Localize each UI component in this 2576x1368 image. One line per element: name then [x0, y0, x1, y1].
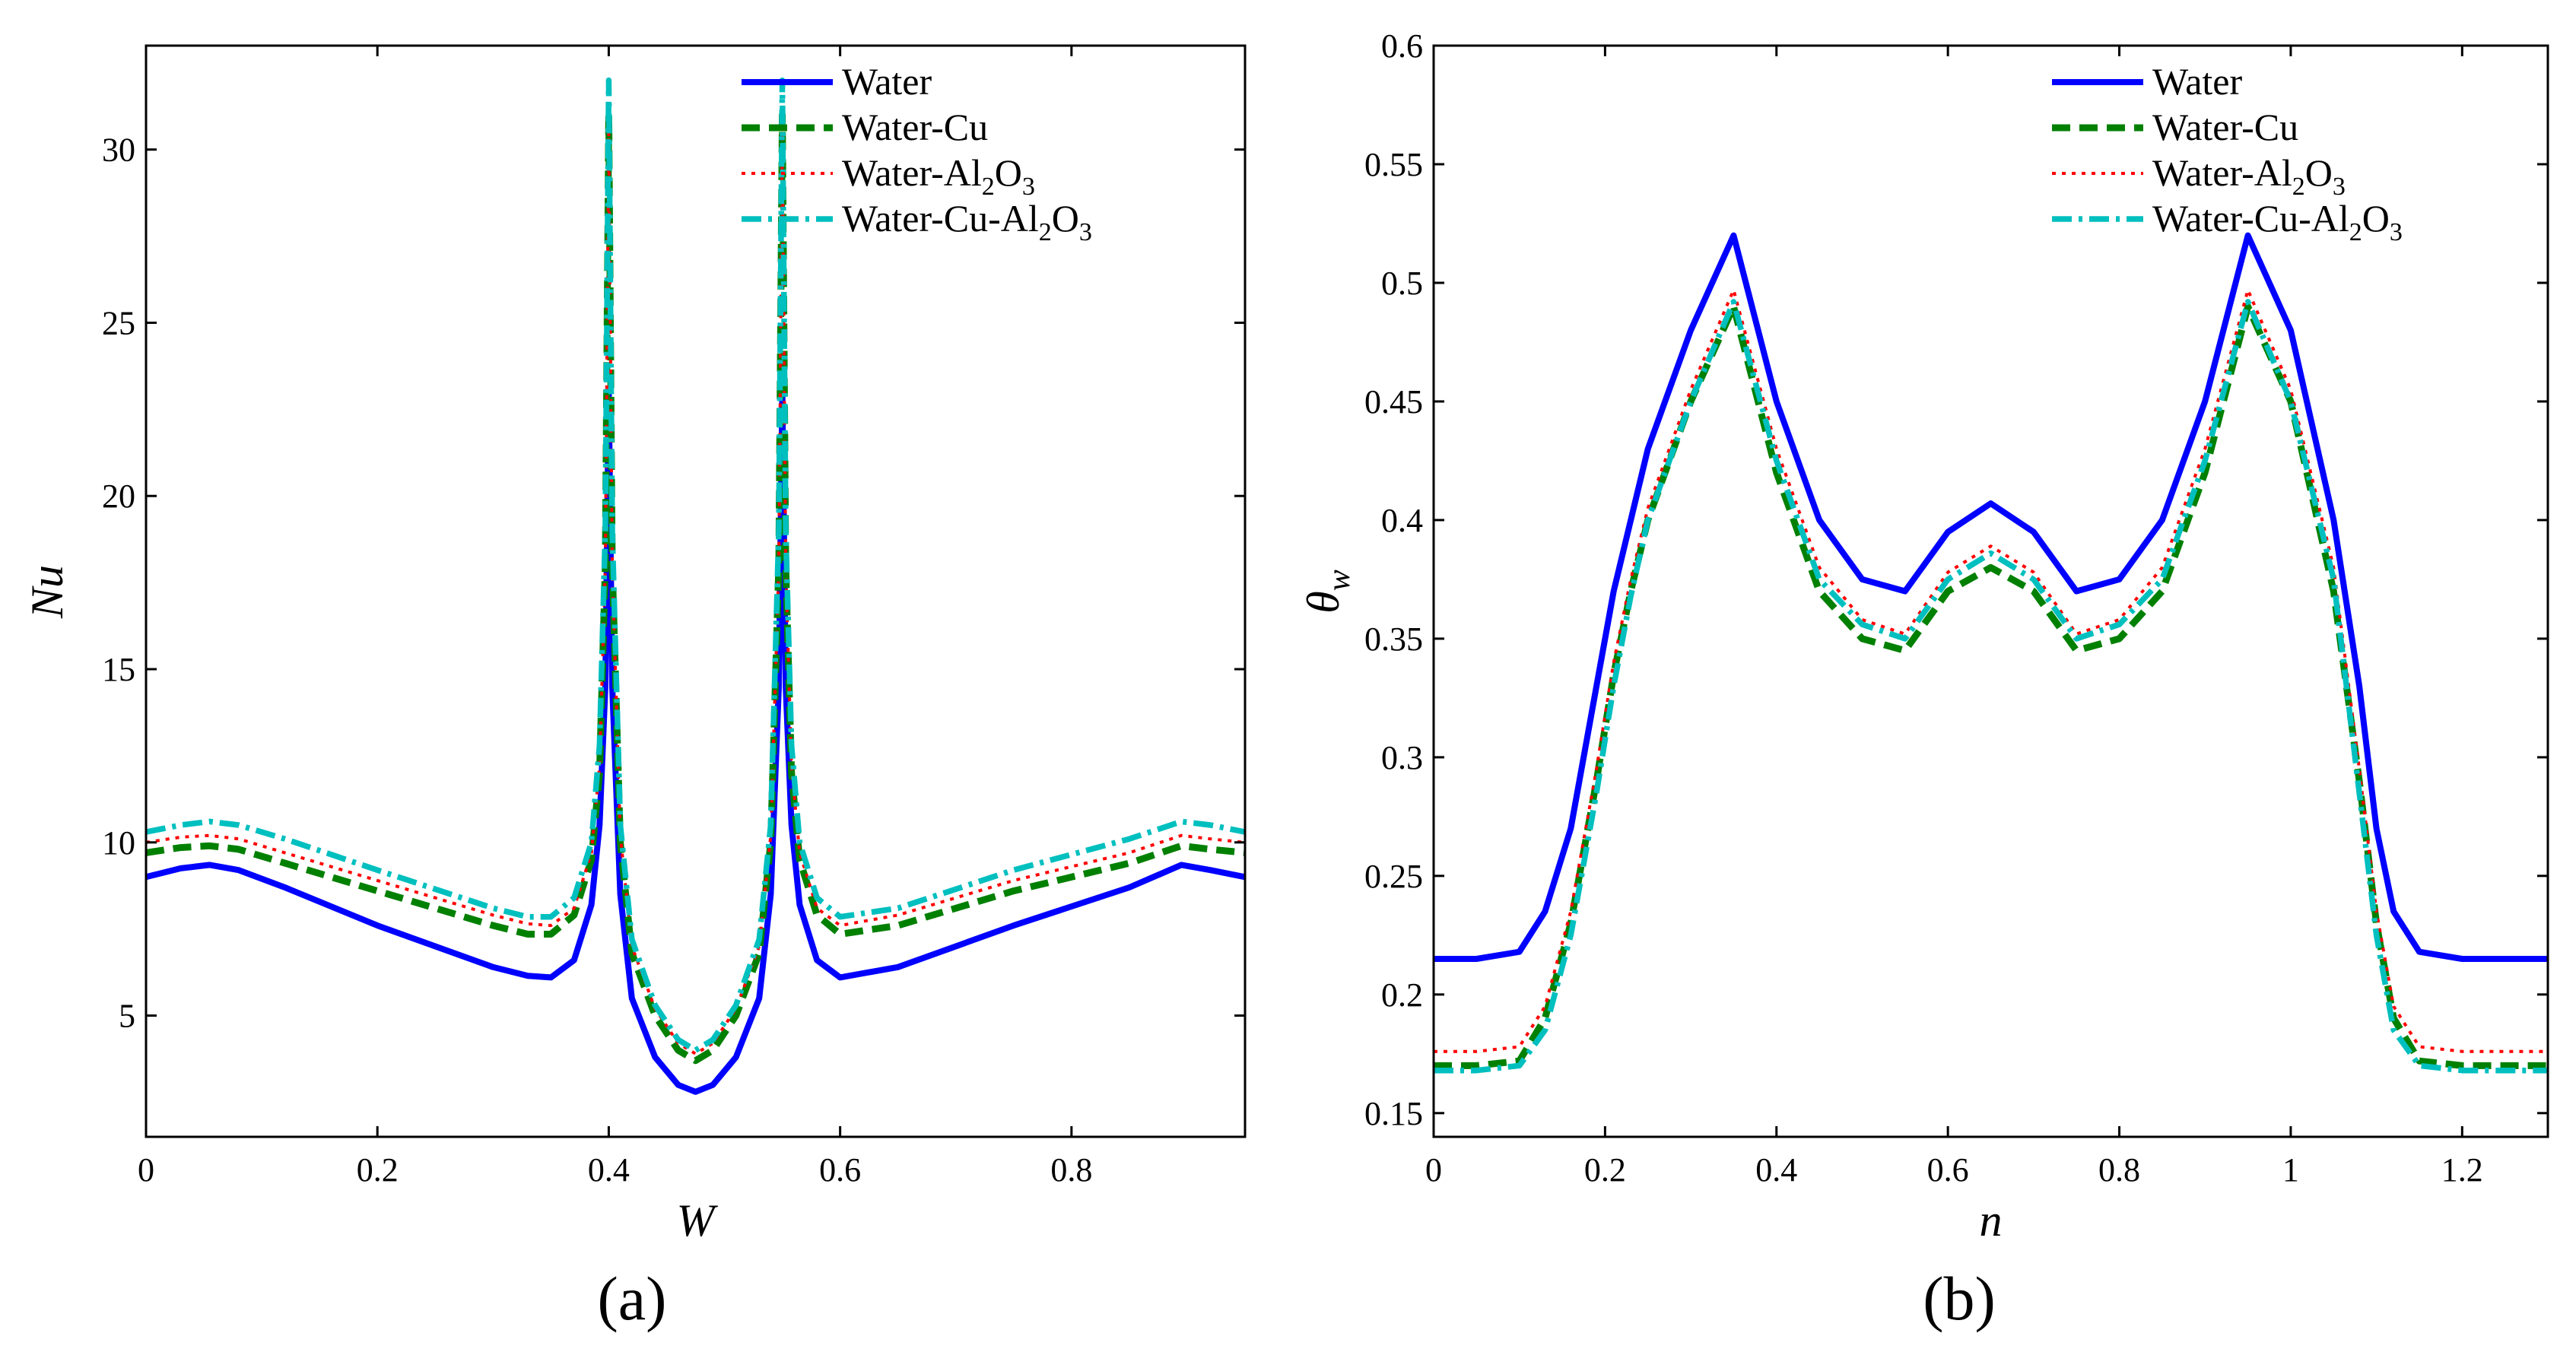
legend-subscript: 3	[2390, 218, 2403, 246]
legend-label-water: Water	[842, 60, 932, 103]
legend-subscript: 2	[1039, 218, 1052, 246]
legend-label-text: O	[1052, 197, 1079, 240]
x-tick-label: 0.8	[2098, 1151, 2140, 1189]
x-axis-label: W	[677, 1195, 719, 1246]
x-tick-label: 0.6	[819, 1151, 861, 1189]
x-tick-label: 0.6	[1927, 1151, 1969, 1189]
x-tick-label: 0	[138, 1151, 154, 1189]
legend-label-text: Water-Al	[2152, 151, 2292, 194]
series-line-water-cu	[146, 111, 1245, 1065]
y-axis-label: θw	[1298, 570, 1357, 614]
y-axis-label-main: θ	[1298, 591, 1348, 613]
x-tick-label: 0.4	[588, 1151, 630, 1189]
panel-a: 0 0.2 0.4 0.6 0.851015202530WNu(a)WaterWater…	[22, 44, 1247, 1333]
y-tick-label: 0.35	[1364, 621, 1423, 658]
legend-subscript: 2	[2349, 218, 2362, 246]
y-tick-label: 0.25	[1364, 858, 1423, 895]
legend-label-text: Water-Cu	[2152, 106, 2298, 148]
legend-label-water: Water	[2152, 60, 2242, 103]
y-tick-label: 0.2	[1381, 976, 1423, 1014]
y-tick-label: 25	[102, 304, 135, 341]
y-tick-label: 0.3	[1381, 739, 1423, 776]
legend-label-text: O	[995, 151, 1022, 194]
plot-area	[1434, 232, 2548, 1074]
y-tick-label: 0.4	[1381, 502, 1423, 539]
series-line-water-cu	[1434, 303, 2548, 1069]
legend-label-water-cu-al2o3: Water-Cu-Al2O3	[842, 197, 1092, 246]
x-tick-label: 0.2	[1584, 1151, 1626, 1189]
axes-frame	[145, 44, 1247, 1138]
legend-label-text: Water	[2152, 60, 2242, 103]
series-line-water	[146, 389, 1245, 1095]
axes-frame	[1432, 44, 2549, 1138]
legend-label-text: Water-Cu-Al	[2152, 197, 2349, 240]
panel-caption: (b)	[1923, 1264, 1996, 1333]
legend-label-text: Water	[842, 60, 932, 103]
legend-label-water-cu: Water-Cu	[2152, 106, 2298, 148]
series-line-water-cu-al2o3	[146, 77, 1245, 1053]
y-axis-label: Nu	[22, 565, 72, 619]
x-axis-label: n	[1980, 1195, 2003, 1246]
legend-subscript: 3	[2333, 173, 2346, 201]
x-tick-label: 1.2	[2441, 1151, 2483, 1189]
x-tick-label: 0.8	[1050, 1151, 1092, 1189]
plot-area	[146, 77, 1245, 1095]
y-tick-label: 15	[102, 651, 135, 688]
legend-subscript: 2	[2292, 173, 2305, 201]
legend-label-water-cu-al2o3: Water-Cu-Al2O3	[2152, 197, 2403, 246]
y-tick-label: 0.45	[1364, 383, 1423, 421]
legend-label-text: Water-Cu-Al	[842, 197, 1039, 240]
legend-label-text: Water-Al	[842, 151, 982, 194]
y-tick-label: 0.6	[1381, 27, 1423, 65]
legend-label-water-cu: Water-Cu	[842, 106, 988, 148]
legend-label-text: O	[2362, 197, 2390, 240]
y-tick-label: 30	[102, 132, 135, 169]
y-tick-label: 20	[102, 478, 135, 515]
x-tick-label: 1	[2282, 1151, 2299, 1189]
legend-label-water-al2o3: Water-Al2O3	[842, 151, 1035, 201]
y-tick-label: 0.55	[1364, 146, 1423, 183]
legend-subscript: 3	[1079, 218, 1092, 246]
legend-label-text: O	[2305, 151, 2333, 194]
legend-subscript: 2	[982, 173, 995, 201]
y-tick-label: 0.15	[1364, 1095, 1423, 1132]
series-line-water-al2o3	[146, 130, 1245, 1055]
legend-label-text: Water-Cu	[842, 106, 988, 148]
y-tick-label: 5	[119, 998, 135, 1035]
x-tick-label: 0.4	[1755, 1151, 1797, 1189]
legend-subscript: 3	[1022, 173, 1035, 201]
panel-b: 0 0.2 0.4 0.6 0.8 1 1.2 0.15 0.2 0.25 0.3 0.35 0.4 0.…	[1298, 27, 2549, 1333]
series-line-water-cu-al2o3	[1434, 299, 2548, 1074]
legend-label-water-al2o3: Water-Al2O3	[2152, 151, 2346, 201]
y-axis-label-subscript: w	[1322, 570, 1357, 591]
x-tick-label: 0	[1425, 1151, 1442, 1189]
panel-caption: (a)	[597, 1264, 666, 1333]
series-line-water	[1434, 232, 2548, 962]
x-tick-label: 0.2	[357, 1151, 399, 1189]
y-tick-label: 10	[102, 824, 135, 862]
y-tick-label: 0.5	[1381, 265, 1423, 302]
